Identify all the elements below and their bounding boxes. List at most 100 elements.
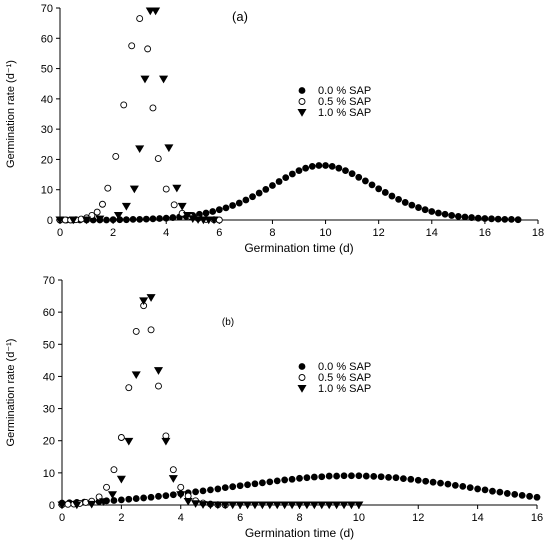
legend-label: 0.5 % SAP xyxy=(318,372,371,384)
data-point xyxy=(125,384,133,392)
x-tick-label: 6 xyxy=(216,227,222,239)
data-point xyxy=(135,145,145,154)
legend-label: 0.5 % SAP xyxy=(318,96,371,108)
data-point xyxy=(421,206,429,214)
x-tick-label: 0 xyxy=(57,227,63,239)
x-axis-label: Germination time (d) xyxy=(244,241,353,255)
data-point xyxy=(207,486,214,494)
data-point xyxy=(437,479,444,487)
data-point xyxy=(317,501,327,510)
data-point xyxy=(221,484,229,492)
data-point xyxy=(198,501,208,509)
data-point xyxy=(95,215,105,224)
data-point xyxy=(255,189,263,197)
data-point xyxy=(120,101,128,109)
data-point xyxy=(149,215,157,223)
data-point xyxy=(235,501,245,510)
data-point xyxy=(159,75,169,84)
x-tick-label: 8 xyxy=(269,227,275,239)
data-point xyxy=(177,483,185,491)
data-point xyxy=(154,155,162,162)
data-point xyxy=(132,495,140,502)
data-point xyxy=(249,193,256,201)
data-point xyxy=(155,382,162,390)
data-point xyxy=(82,498,90,506)
data-point xyxy=(116,475,126,484)
data-point xyxy=(392,474,400,482)
data-point xyxy=(228,501,238,510)
y-tick-label: 60 xyxy=(41,33,53,45)
data-point xyxy=(481,215,489,222)
data-point xyxy=(131,371,141,380)
data-point xyxy=(266,478,274,486)
series-open-circle xyxy=(58,302,229,509)
series-open-circle xyxy=(56,15,223,224)
x-tick-label: 14 xyxy=(426,227,438,239)
series-filled-circle xyxy=(56,162,522,224)
data-point xyxy=(295,167,303,175)
data-point xyxy=(144,45,152,53)
data-point xyxy=(346,501,356,510)
legend-marker xyxy=(298,363,306,370)
data-point xyxy=(340,472,348,480)
data-point xyxy=(149,104,157,112)
data-point xyxy=(511,490,519,498)
data-point xyxy=(222,204,230,212)
data-point xyxy=(468,214,476,221)
legend-marker xyxy=(297,109,307,117)
data-point xyxy=(128,42,136,50)
data-point xyxy=(489,487,496,495)
data-point xyxy=(422,477,430,485)
data-point xyxy=(377,473,385,481)
data-point xyxy=(526,492,533,500)
data-point xyxy=(161,437,171,446)
legend-marker xyxy=(298,98,306,105)
data-point xyxy=(250,501,260,510)
data-point xyxy=(375,185,383,193)
data-point xyxy=(110,466,118,474)
data-point xyxy=(501,215,509,223)
data-point xyxy=(322,162,329,169)
data-point xyxy=(153,367,164,375)
data-point xyxy=(280,501,290,510)
data-point xyxy=(229,483,237,491)
data-point xyxy=(103,483,110,491)
legend-label: 1.0 % SAP xyxy=(318,107,371,119)
data-point xyxy=(151,7,161,16)
data-point xyxy=(110,497,118,504)
y-axis-label: Germination rate (d⁻¹) xyxy=(5,60,17,168)
data-point xyxy=(355,173,363,181)
data-point xyxy=(294,501,305,510)
data-point xyxy=(474,214,482,222)
x-tick-label: 12 xyxy=(373,227,385,239)
data-point xyxy=(57,501,67,510)
data-point xyxy=(494,215,502,223)
data-point xyxy=(170,201,178,209)
y-tick-label: 40 xyxy=(43,371,55,383)
data-point xyxy=(518,491,526,499)
data-point xyxy=(229,202,237,209)
x-tick-label: 8 xyxy=(296,512,302,524)
data-point xyxy=(109,216,117,224)
x-tick-label: 4 xyxy=(178,512,184,524)
data-point xyxy=(415,204,422,211)
x-tick-label: 10 xyxy=(319,227,331,239)
data-point xyxy=(112,152,120,160)
data-point xyxy=(235,199,243,207)
x-tick-label: 2 xyxy=(110,227,116,239)
data-point xyxy=(132,327,140,335)
legend-label: 0.0 % SAP xyxy=(318,361,371,373)
y-tick-label: 0 xyxy=(47,215,53,227)
data-point xyxy=(156,215,163,222)
data-point xyxy=(444,480,452,488)
data-point xyxy=(129,185,139,194)
data-point xyxy=(466,484,474,492)
data-point xyxy=(348,170,356,178)
data-point xyxy=(325,472,333,480)
data-point xyxy=(93,208,101,216)
data-point xyxy=(213,501,223,510)
data-point xyxy=(333,472,341,480)
data-point xyxy=(183,497,193,506)
x-tick-label: 0 xyxy=(59,512,65,524)
